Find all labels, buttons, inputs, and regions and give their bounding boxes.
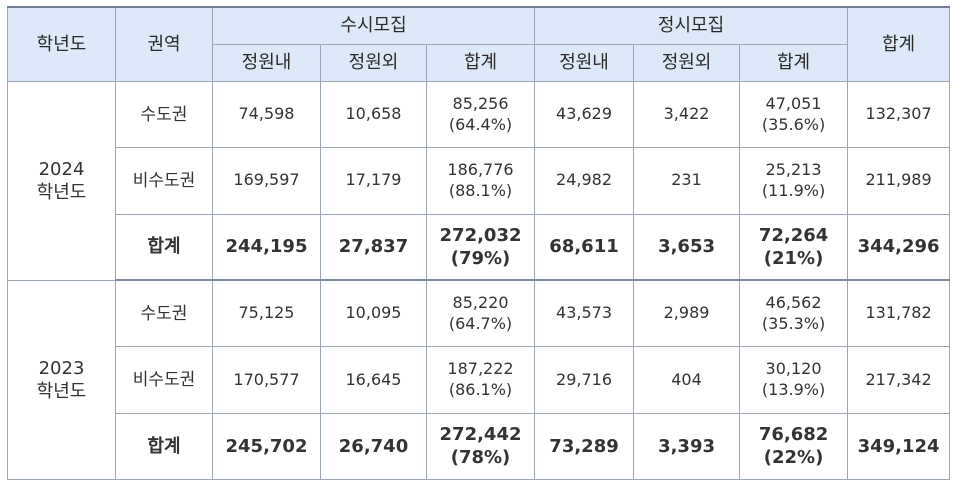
- region-cell: 수도권: [115, 80, 213, 149]
- susi-out-cell: 17,179: [320, 147, 427, 215]
- year-number: 2023: [38, 357, 85, 379]
- jeongsi-in-cell: 43,629: [534, 80, 635, 149]
- susi-total-cell: 272,032 (79%): [425, 213, 536, 282]
- susi-out-cell: 10,658: [320, 80, 427, 149]
- jeongsi-total-percent: (13.9%): [761, 379, 826, 399]
- susi-out-cell: 10,095: [320, 279, 427, 348]
- grand-total-cell: 344,296: [847, 213, 951, 282]
- susi-out-cell: 26,740: [320, 412, 427, 481]
- jeongsi-out-cell: 3,393: [633, 412, 741, 481]
- jeongsi-total-cell: 46,562 (35.3%): [739, 279, 849, 348]
- susi-total-percent: (64.4%): [448, 114, 513, 134]
- region-cell: 합계: [115, 412, 213, 481]
- jeongsi-in-cell: 29,716: [534, 346, 635, 414]
- susi-total-percent: (78%): [450, 447, 511, 469]
- susi-in-cell: 170,577: [212, 346, 321, 414]
- jeongsi-total-value: 76,682: [758, 423, 829, 445]
- susi-total-cell: 85,256 (64.4%): [425, 80, 536, 149]
- jeongsi-in-cell: 73,289: [534, 412, 635, 481]
- header-jeongsi-out: 정원외: [633, 43, 741, 82]
- jeongsi-out-cell: 2,989: [633, 279, 741, 348]
- header-susi-total: 합계: [425, 43, 536, 82]
- grand-total-cell: 132,307: [847, 80, 951, 149]
- grand-total-cell: 211,989: [847, 147, 951, 215]
- susi-in-cell: 75,125: [212, 279, 321, 348]
- jeongsi-in-cell: 43,573: [534, 279, 635, 348]
- region-cell: 수도권: [115, 279, 213, 348]
- jeongsi-out-cell: 3,653: [633, 213, 741, 282]
- jeongsi-total-cell: 47,051 (35.6%): [739, 80, 849, 149]
- jeongsi-total-value: 30,120: [765, 359, 822, 379]
- susi-in-cell: 74,598: [212, 80, 321, 149]
- susi-total-cell: 85,220 (64.7%): [425, 279, 536, 348]
- jeongsi-total-cell: 72,264 (21%): [739, 213, 849, 282]
- year-label: 학년도: [36, 181, 87, 203]
- table-row: 비수도권 170,577 16,645 187,222 (86.1%) 29,71…: [8, 346, 951, 414]
- year-cell: 2023 학년도: [7, 279, 116, 481]
- table-row: 비수도권 169,597 17,179 186,776 (88.1%) 24,98…: [8, 147, 951, 215]
- header-jeongsi-total: 합계: [739, 43, 849, 82]
- jeongsi-total-value: 72,264: [758, 224, 829, 246]
- grand-total-cell: 131,782: [847, 279, 951, 348]
- header-susi: 수시모집: [211, 5, 536, 45]
- table-row-total: 합계 245,702 26,740 272,442 (78%) 73,289 3,…: [8, 412, 951, 481]
- grand-total-cell: 349,124: [847, 412, 951, 481]
- susi-total-cell: 186,776 (88.1%): [425, 147, 536, 215]
- jeongsi-out-cell: 3,422: [633, 80, 741, 149]
- susi-total-value: 272,442: [439, 423, 522, 445]
- jeongsi-in-cell: 24,982: [534, 147, 635, 215]
- jeongsi-total-value: 46,562: [765, 293, 822, 313]
- jeongsi-out-cell: 404: [633, 346, 741, 414]
- susi-in-cell: 245,702: [212, 412, 321, 481]
- susi-total-percent: (86.1%): [448, 379, 513, 399]
- jeongsi-total-value: 25,213: [765, 160, 822, 180]
- year-cell: 2024 학년도: [7, 80, 116, 281]
- jeongsi-total-cell: 30,120 (13.9%): [739, 346, 849, 414]
- susi-total-value: 85,220: [452, 293, 509, 313]
- header-region: 권역: [115, 5, 213, 82]
- grand-total-cell: 217,342: [847, 346, 951, 414]
- susi-total-cell: 187,222 (86.1%): [425, 346, 536, 414]
- table-row: 2023 학년도 수도권 75,125 10,095 85,220 (64.7%)…: [7, 279, 951, 481]
- susi-total-value: 272,032: [439, 224, 522, 246]
- susi-total-percent: (64.7%): [448, 313, 513, 333]
- jeongsi-total-cell: 25,213 (11.9%): [739, 147, 849, 215]
- jeongsi-total-percent: (21%): [763, 247, 824, 269]
- header-year: 학년도: [7, 5, 116, 82]
- header-susi-in: 정원내: [212, 43, 321, 82]
- year-number: 2024: [38, 158, 85, 180]
- susi-total-value: 85,256: [452, 93, 509, 113]
- header-jeongsi: 정시모집: [534, 5, 849, 45]
- header-jeongsi-in: 정원내: [534, 43, 635, 82]
- susi-out-cell: 16,645: [320, 346, 427, 414]
- jeongsi-in-cell: 68,611: [534, 213, 635, 282]
- susi-in-cell: 244,195: [212, 213, 321, 282]
- region-cell: 비수도권: [115, 346, 213, 414]
- jeongsi-total-value: 47,051: [765, 93, 822, 113]
- jeongsi-out-cell: 231: [633, 147, 741, 215]
- jeongsi-total-percent: (22%): [763, 447, 824, 469]
- jeongsi-total-percent: (35.3%): [761, 313, 826, 333]
- susi-in-cell: 169,597: [212, 147, 321, 215]
- header-susi-out: 정원외: [320, 43, 427, 82]
- susi-total-percent: (88.1%): [448, 180, 513, 200]
- susi-total-percent: (79%): [450, 247, 511, 269]
- table-row-total: 합계 244,195 27,837 272,032 (79%) 68,611 3,…: [8, 213, 951, 282]
- susi-total-value: 187,222: [447, 359, 514, 379]
- region-cell: 비수도권: [115, 147, 213, 215]
- year-label: 학년도: [36, 380, 87, 402]
- admissions-table: 학년도 권역 수시모집 정시모집 합계 정원내 정원외 합계 정원내 정원외 합…: [7, 5, 951, 481]
- jeongsi-total-percent: (11.9%): [761, 180, 826, 200]
- jeongsi-total-cell: 76,682 (22%): [739, 412, 849, 481]
- region-cell: 합계: [115, 213, 213, 282]
- table-row: 2024 학년도 수도권 74,598 10,658 85,256 (64.4%)…: [7, 80, 951, 281]
- susi-total-value: 186,776: [447, 160, 514, 180]
- header-grand-total: 합계: [847, 5, 951, 82]
- jeongsi-total-percent: (35.6%): [761, 114, 826, 134]
- susi-out-cell: 27,837: [320, 213, 427, 282]
- susi-total-cell: 272,442 (78%): [425, 412, 536, 481]
